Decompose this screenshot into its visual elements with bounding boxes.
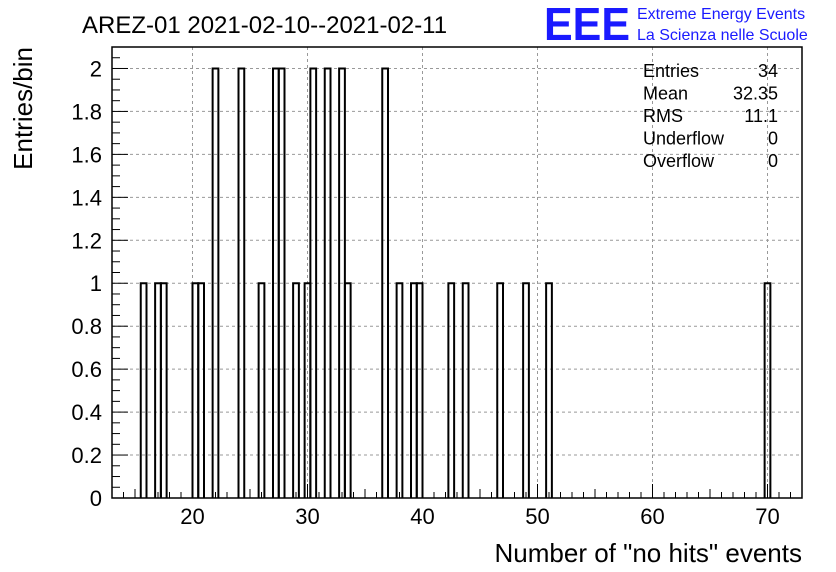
stats-box: Entries 34 Mean 32.35 RMS 11.1 Underflow 0 Overf… <box>643 61 778 171</box>
stats-label: Entries <box>643 61 699 81</box>
y-axis-label: Entries/bin <box>8 47 38 170</box>
stats-label: Mean <box>643 84 688 104</box>
histogram-bin <box>309 67 318 498</box>
x-axis-label: Number of "no hits" events <box>495 538 803 568</box>
y-tick-label: 1.6 <box>71 142 102 167</box>
x-tick-label: 40 <box>410 504 434 529</box>
grid <box>112 47 802 499</box>
x-tick-labels: 20 30 40 50 60 70 <box>180 504 779 529</box>
histogram-bin <box>292 282 300 498</box>
eee-logo: EEE Extreme Energy Events La Scienza nel… <box>544 0 808 50</box>
logo-line-2: La Scienza nelle Scuole <box>637 27 808 44</box>
x-tick-label: 60 <box>640 504 664 529</box>
y-tick-label: 2 <box>90 56 102 81</box>
x-tick-label: 30 <box>295 504 319 529</box>
histogram-bin <box>415 282 424 498</box>
histogram-bin <box>395 282 404 498</box>
histogram-bin <box>545 282 553 498</box>
stats-value: 34 <box>758 61 778 81</box>
histogram-bin <box>159 282 168 498</box>
y-tick-label: 1.2 <box>71 228 102 253</box>
chart-title: AREZ-01 2021-02-10--2021-02-11 <box>82 12 447 39</box>
histogram-bars <box>139 67 772 498</box>
y-tick-label: 0.6 <box>71 357 102 382</box>
stats-label: RMS <box>643 106 683 126</box>
logo-mark: EEE <box>544 0 630 50</box>
histogram-bin <box>522 282 530 498</box>
y-tick-label: 0.2 <box>71 443 102 468</box>
stats-label: Underflow <box>643 129 725 149</box>
stats-value: 11.1 <box>744 106 778 126</box>
stats-value: 0 <box>768 151 778 171</box>
y-tick-label: 1 <box>90 271 102 296</box>
stats-label: Overflow <box>643 151 715 171</box>
histogram-bin <box>197 282 205 498</box>
logo-line-1: Extreme Energy Events <box>637 6 805 23</box>
histogram-bin <box>763 282 772 498</box>
histogram-bin <box>257 282 266 498</box>
plot-frame <box>111 46 803 499</box>
stats-value: 32.35 <box>733 84 778 104</box>
stats-value: 0 <box>768 129 778 149</box>
y-tick-label: 1.4 <box>71 185 102 210</box>
x-tick-label: 20 <box>180 504 204 529</box>
y-tick-label: 0.4 <box>71 400 102 425</box>
histogram-bin <box>139 282 148 498</box>
histogram-bin <box>343 282 352 498</box>
histogram-bin <box>496 282 504 498</box>
histogram-bin <box>277 67 286 498</box>
x-tick-label: 70 <box>755 504 779 529</box>
y-tick-label: 1.8 <box>71 99 102 124</box>
histogram-bin <box>447 282 456 498</box>
y-tick-label: 0.8 <box>71 314 102 339</box>
y-tick-labels: 0 0.2 0.4 0.6 0.8 1 1.2 1.4 1.6 1.8 2 <box>71 56 102 511</box>
histogram-bin <box>237 67 246 498</box>
x-tick-label: 50 <box>525 504 549 529</box>
histogram-bin <box>381 67 389 498</box>
histogram-bin <box>461 282 470 498</box>
y-tick-label: 0 <box>90 486 102 511</box>
axis-ticks <box>112 46 791 499</box>
histogram-bin <box>323 67 332 498</box>
histogram-bin <box>211 67 220 498</box>
